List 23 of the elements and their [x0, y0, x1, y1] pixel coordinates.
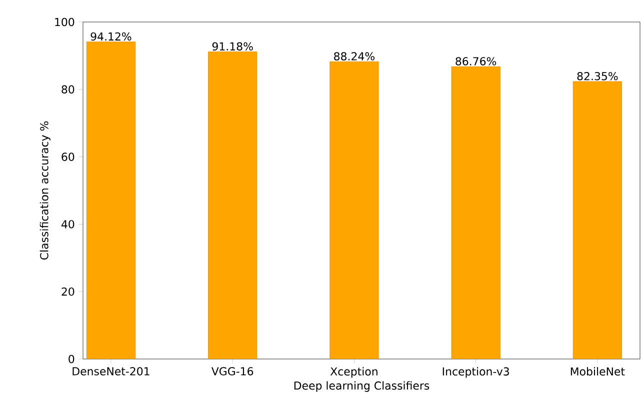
y-tick-label: 80: [62, 85, 74, 94]
x-axis-title: Deep learning Classifiers: [294, 381, 430, 392]
bar: [86, 42, 136, 359]
data-label: 82.35%: [577, 72, 618, 80]
y-tick-label: 40: [61, 220, 74, 228]
x-tick-label: Inception-v3: [442, 367, 509, 378]
bar: [330, 61, 379, 359]
bar: [572, 81, 622, 359]
y-axis-title: Classification accuracy %: [40, 121, 50, 260]
data-label: 86.76%: [456, 57, 496, 66]
bar: [208, 52, 258, 359]
x-tick-label: Xception: [330, 367, 378, 378]
x-tick-label: MobileNet: [570, 367, 625, 376]
x-tick-label: DenseNet-201: [72, 367, 150, 376]
y-tick-label: 100: [55, 18, 74, 26]
data-label: 88.24%: [334, 52, 374, 60]
bar: [451, 66, 500, 359]
data-label: 91.18%: [212, 42, 253, 51]
y-tick-label: 0: [68, 354, 74, 364]
data-label: 94.12%: [90, 32, 132, 41]
x-tick-label: VGG-16: [211, 367, 254, 376]
y-tick-label: 60: [62, 152, 74, 161]
y-tick-label: 20: [62, 287, 74, 296]
